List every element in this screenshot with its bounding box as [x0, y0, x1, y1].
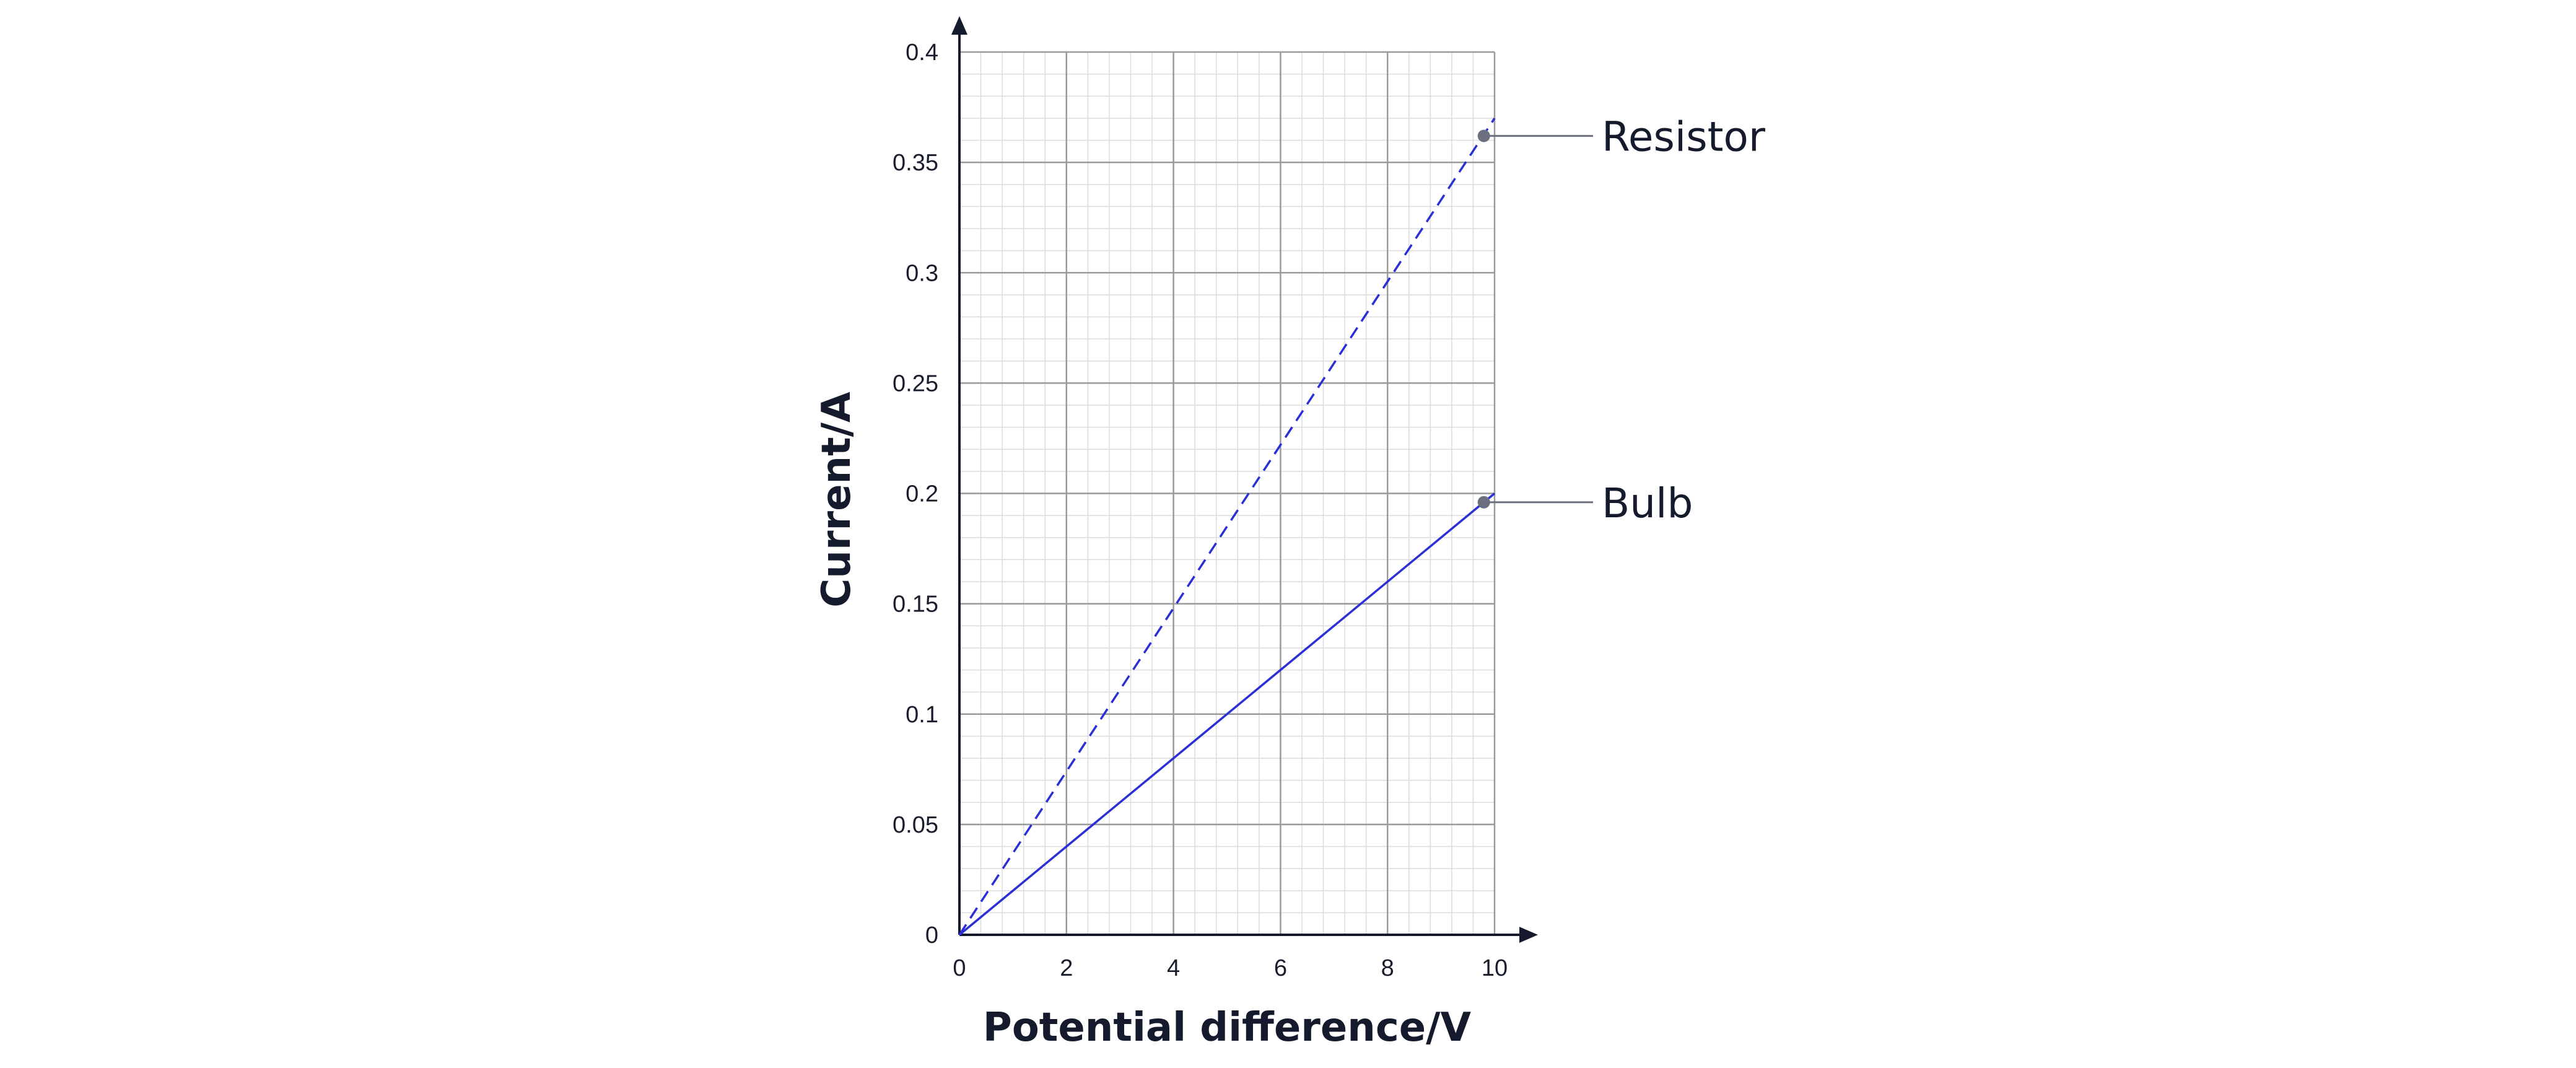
x-tick-label: 10	[1482, 955, 1508, 981]
series-lines	[958, 117, 1496, 936]
y-tick-label: 0.4	[906, 40, 938, 66]
y-tick-label: 0	[925, 922, 938, 948]
x-tick-label: 6	[1274, 955, 1287, 981]
x-tick-label: 0	[953, 955, 966, 981]
y-tick-label: 0.25	[893, 370, 938, 396]
y-tick-label: 0.2	[906, 481, 938, 507]
resistor-series-line	[958, 117, 1496, 935]
bulb-series-label: Bulb	[1602, 479, 1693, 527]
axes	[951, 16, 1538, 943]
y-axis-arrowhead	[951, 16, 967, 35]
x-tick-label: 2	[1060, 955, 1073, 981]
x-tick-label: 4	[1167, 955, 1180, 981]
y-axis-title: Current/A	[814, 392, 860, 608]
bulb-callout-dot	[1477, 496, 1490, 509]
series-callouts: Resistor Bulb	[1477, 113, 1766, 527]
x-axis-arrowhead	[1519, 927, 1538, 943]
x-axis-title: Potential difference/V	[983, 1005, 1472, 1051]
y-tick-label: 0.05	[893, 812, 938, 838]
bulb-series-line	[958, 492, 1496, 936]
y-tick-label: 0.3	[906, 260, 938, 286]
x-tick-label: 8	[1381, 955, 1394, 981]
y-tick-label: 0.15	[893, 592, 938, 618]
y-tick-label: 0.1	[906, 702, 938, 728]
resistor-series-label: Resistor	[1602, 113, 1766, 160]
y-tick-label: 0.35	[893, 150, 938, 176]
resistor-callout-dot	[1477, 129, 1490, 142]
tick-labels: 0 2 4 6 8 10 0 0.05 0.1 0.15 0.2 0.25 0.3 0.35 0.4	[893, 40, 1508, 981]
